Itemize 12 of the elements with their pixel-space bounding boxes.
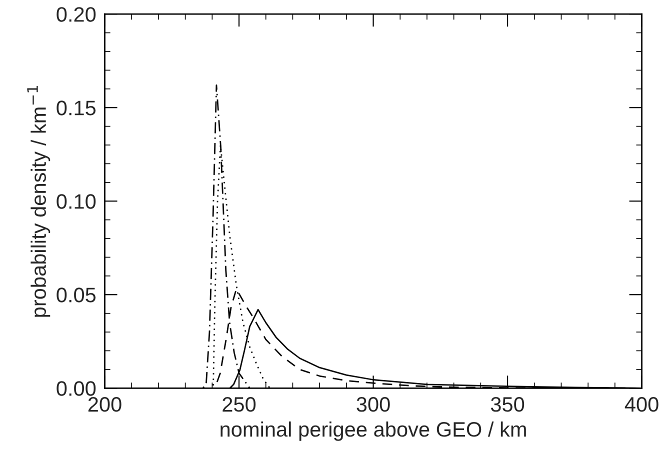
x-tick-label: 300 <box>356 397 390 412</box>
x-axis-title: nominal perigee above GEO / km <box>220 421 526 441</box>
x-tick-label: 200 <box>88 397 122 412</box>
x-tick-label: 250 <box>222 397 256 412</box>
x-tick-label: 400 <box>624 397 658 412</box>
y-tick-label: 0.05 <box>56 288 96 302</box>
y-tick-label: 0.10 <box>56 194 96 209</box>
y-tick-label: 0.15 <box>56 100 96 116</box>
x-tick-label: 350 <box>490 397 524 412</box>
y-axis-title: probability density / km$^{−1}$ <box>27 86 50 317</box>
y-tick-label: 0.20 <box>56 7 96 22</box>
y-tick-label: 0.00 <box>56 381 96 396</box>
